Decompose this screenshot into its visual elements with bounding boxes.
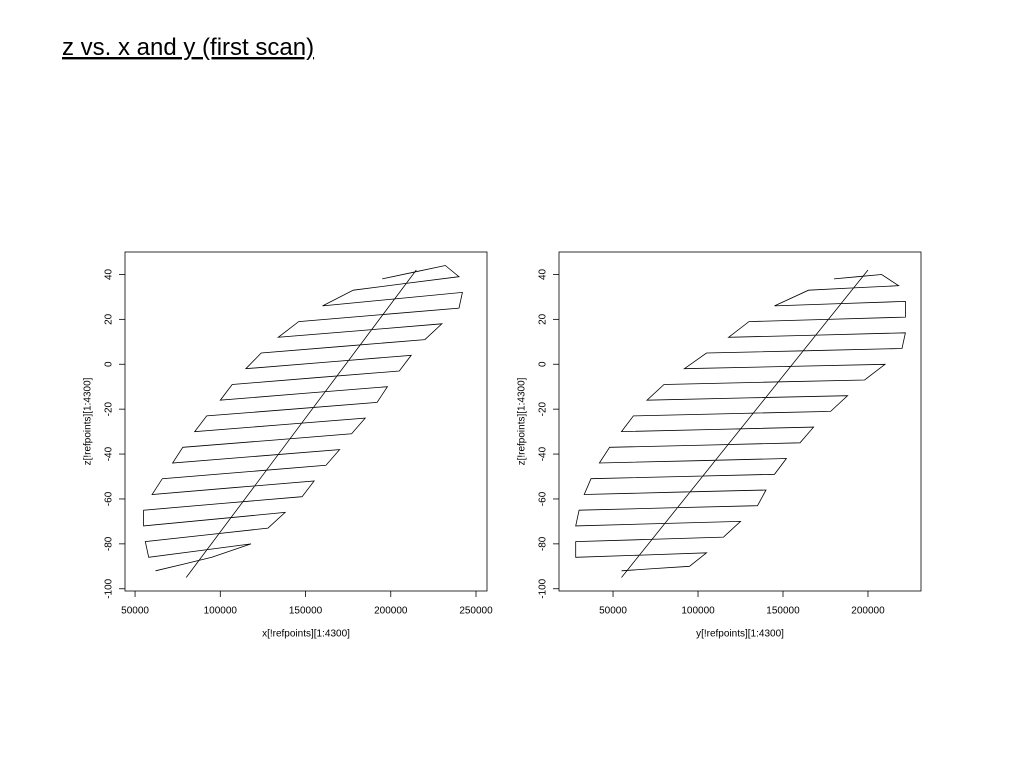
y-tick-label: -80	[104, 536, 115, 551]
x-tick-label: 50000	[121, 606, 149, 617]
y-tick-label: 20	[538, 313, 549, 325]
x-tick-label: 50000	[599, 606, 627, 617]
y-tick-label: 40	[538, 268, 549, 280]
x-tick-label: 100000	[681, 606, 715, 617]
x-tick-label: 250000	[459, 606, 493, 617]
plot-frame	[124, 251, 488, 592]
x-tick-label: 200000	[851, 606, 885, 617]
y-tick-label: -80	[538, 536, 549, 551]
y-axis-label: z[!refpoints][1:4300]	[83, 377, 94, 465]
x-axis-label: x[!refpoints][1:4300]	[262, 629, 350, 640]
y-tick-label: -100	[538, 578, 549, 598]
y-tick-label: -20	[538, 401, 549, 416]
x-axis-label: y[!refpoints][1:4300]	[696, 629, 784, 640]
y-tick-label: 20	[104, 313, 115, 325]
x-tick-label: 100000	[204, 606, 238, 617]
slide-title: z vs. x and y (first scan)	[62, 34, 314, 61]
x-tick-label: 150000	[289, 606, 323, 617]
scan-line	[575, 269, 906, 578]
y-tick-label: -60	[538, 491, 549, 506]
y-tick-label: 0	[104, 361, 115, 367]
y-tick-label: 0	[538, 361, 549, 367]
y-tick-label: -40	[104, 446, 115, 461]
x-tick-label: 150000	[766, 606, 800, 617]
y-tick-label: -100	[104, 578, 115, 598]
y-tick-label: 40	[104, 268, 115, 280]
x-tick-label: 200000	[374, 606, 408, 617]
plot-frame	[558, 251, 922, 592]
y-tick-label: -40	[538, 446, 549, 461]
y-tick-label: -20	[104, 401, 115, 416]
y-tick-label: -60	[104, 491, 115, 506]
scan-line	[143, 265, 463, 578]
y-axis-label: z[!refpoints][1:4300]	[517, 377, 528, 465]
